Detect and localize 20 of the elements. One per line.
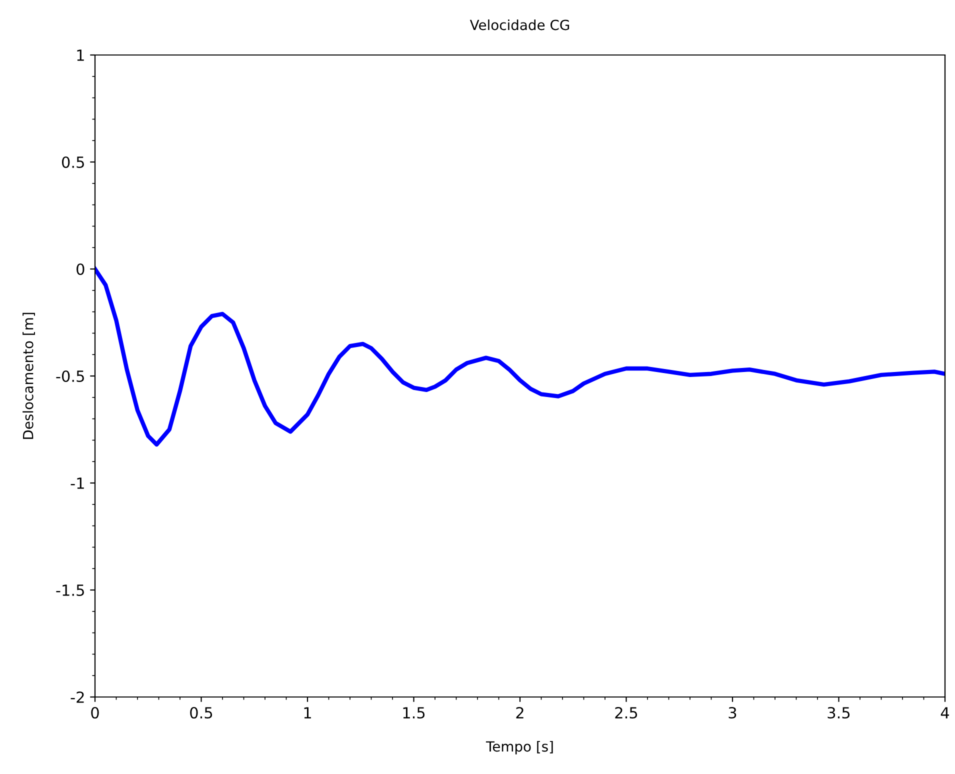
y-tick-label: 0.5 — [62, 156, 84, 168]
y-axis-title: Deslocamento [m] — [22, 312, 35, 439]
y-tick-label: 0 — [76, 263, 84, 276]
x-tick-label: 3 — [728, 706, 736, 719]
x-tick-label: 4 — [940, 707, 950, 718]
x-axis-title: Tempo [s] — [486, 740, 553, 754]
chart-title: Velocidade CG — [470, 19, 570, 30]
x-tick-label: 1.5 — [403, 707, 425, 719]
y-tick-label: -1.5 — [56, 584, 84, 596]
y-tick-label: -2 — [70, 691, 84, 703]
x-tick-label: 0.5 — [190, 706, 212, 719]
line-series — [95, 266, 945, 447]
x-tick-label: 1 — [304, 707, 311, 718]
x-tick-label: 0 — [91, 706, 99, 719]
x-tick-label: 2 — [516, 706, 524, 718]
y-tick-label: -0.5 — [56, 370, 84, 382]
y-tick-label: -1 — [70, 478, 84, 489]
x-tick-label: 3.5 — [828, 706, 850, 719]
y-tick-label: 1 — [77, 50, 84, 61]
x-tick-label: 2.5 — [615, 706, 638, 719]
